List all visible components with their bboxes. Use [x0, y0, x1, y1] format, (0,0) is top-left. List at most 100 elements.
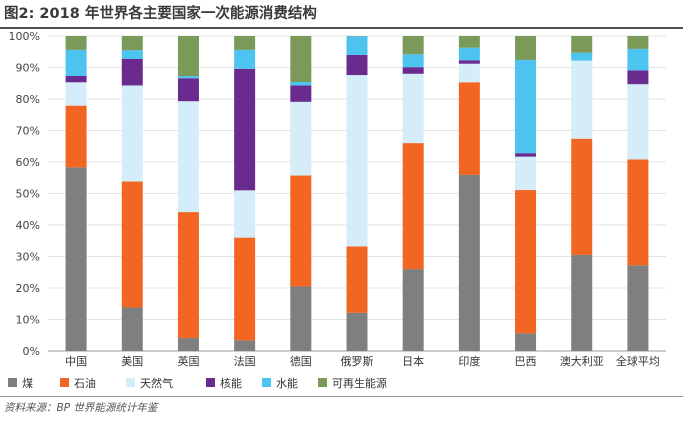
bar-segment — [458, 60, 480, 64]
x-tick-label: 全球平均 — [616, 354, 660, 368]
bar-segment — [346, 246, 368, 313]
source-note: 资料来源：BP 世界能源统计年鉴 — [4, 402, 158, 414]
chart-title: 图2: 2018 年世界各主要国家一次能源消费结构 — [4, 6, 317, 22]
x-tick-label: 印度 — [458, 354, 480, 368]
legend-swatch — [60, 378, 69, 387]
bar-segment — [65, 76, 87, 83]
x-tick-label: 巴西 — [515, 355, 537, 368]
bar-segment — [121, 36, 143, 51]
bar-segment — [627, 84, 649, 160]
bar-segment — [234, 190, 256, 238]
bar-segment — [515, 36, 537, 60]
bar-segment — [177, 78, 199, 102]
bar-segment — [458, 47, 480, 61]
legend-swatch — [318, 378, 327, 387]
bar-segment — [121, 181, 143, 308]
bar-segment — [571, 138, 593, 255]
x-tick-label: 俄罗斯 — [341, 355, 374, 368]
y-tick-label: 80% — [16, 93, 40, 106]
bar-segment — [346, 312, 368, 351]
x-tick-label: 英国 — [177, 354, 199, 368]
legend-swatch — [126, 378, 135, 387]
x-tick-label: 日本 — [402, 354, 424, 368]
y-tick-label: 30% — [16, 251, 40, 264]
y-tick-label: 50% — [16, 188, 40, 201]
y-tick-label: 70% — [16, 125, 40, 138]
bar-segment — [234, 36, 256, 50]
bar-segment — [234, 68, 256, 191]
bar-segment — [402, 54, 424, 68]
bar-segment — [121, 307, 143, 351]
x-tick-label: 法国 — [234, 354, 256, 368]
title-rule — [0, 27, 683, 29]
legend-label: 可再生能源 — [332, 376, 387, 390]
legend-swatch — [8, 378, 17, 387]
stacked-bar-chart: 0% 10% 20% 30% 40% 50% 60% 70% 80% 90% 100% 中国 美国 英国 法… — [8, 30, 666, 390]
bar-segment — [402, 36, 424, 55]
bar-segment — [515, 153, 537, 157]
legend-label: 石油 — [74, 376, 96, 390]
bar-segment — [121, 50, 143, 59]
bar-segment — [402, 73, 424, 144]
bar-segment — [290, 175, 312, 287]
bar-segment — [346, 75, 368, 247]
footer-rule — [0, 396, 683, 397]
bar-segment — [177, 36, 199, 77]
bar-segment — [571, 254, 593, 351]
legend-label: 水能 — [276, 376, 298, 390]
bar-segment — [458, 36, 480, 48]
bar-segment — [234, 49, 256, 69]
legend-swatch — [206, 378, 215, 387]
bar-segment — [121, 58, 143, 86]
bar-segment — [346, 54, 368, 76]
bar-segment — [458, 174, 480, 351]
y-tick-label: 20% — [16, 282, 40, 295]
legend-label: 天然气 — [140, 376, 173, 390]
bar-segment — [290, 101, 312, 176]
legend-swatch — [262, 378, 271, 387]
bar-segment — [65, 105, 87, 168]
bar-segment — [515, 333, 537, 351]
y-tick-label: 60% — [16, 156, 40, 169]
bar-segment — [290, 286, 312, 351]
bar-segment — [177, 212, 199, 339]
x-tick-label: 美国 — [121, 355, 143, 368]
bar-segment — [515, 190, 537, 334]
bar-segment — [627, 48, 649, 71]
bar-segment — [402, 67, 424, 74]
bar-segment — [458, 63, 480, 83]
y-tick-label: 0% — [23, 345, 40, 358]
bar-segment — [234, 340, 256, 351]
bar-segment — [458, 82, 480, 175]
bar-segment — [571, 60, 593, 139]
bar-segment — [65, 49, 87, 77]
bar-segment — [65, 36, 87, 50]
bar-segment — [627, 159, 649, 266]
bar-segment — [290, 36, 312, 82]
bar-segment — [177, 338, 199, 351]
y-tick-label: 90% — [16, 62, 40, 75]
y-tick-label: 10% — [16, 314, 40, 327]
bar-segment — [402, 269, 424, 351]
bar-segment — [627, 70, 649, 85]
legend-label: 核能 — [220, 376, 242, 390]
bar-segment — [515, 156, 537, 191]
bar-segment — [177, 76, 199, 79]
y-tick-label: 40% — [16, 219, 40, 232]
x-tick-label: 澳大利亚 — [560, 354, 604, 368]
bar-segment — [234, 237, 256, 341]
bar-segment — [65, 82, 87, 106]
bar-segment — [515, 59, 537, 154]
bar-segment — [65, 167, 87, 351]
bar-segment — [290, 81, 312, 86]
bar-segment — [290, 85, 312, 102]
bar-segment — [346, 36, 368, 55]
bar-segment — [402, 143, 424, 270]
bar-segment — [177, 101, 199, 213]
x-tick-label: 德国 — [290, 354, 312, 368]
bar-segment — [121, 85, 143, 182]
bar-segment — [571, 36, 593, 53]
y-tick-label: 100% — [9, 30, 40, 43]
legend-label: 煤 — [22, 377, 33, 390]
x-tick-label: 中国 — [65, 355, 87, 368]
